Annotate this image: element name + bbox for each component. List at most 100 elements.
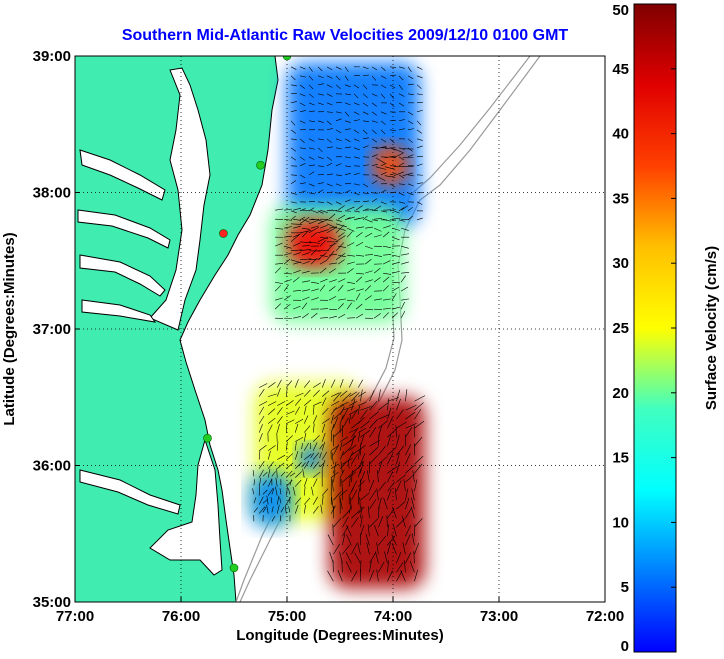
current-vector (414, 455, 424, 465)
current-vector (290, 75, 296, 81)
current-vector (326, 128, 333, 131)
sound-river (79, 469, 181, 515)
current-vector (371, 180, 378, 185)
current-vector (302, 289, 311, 292)
current-vector (321, 397, 327, 406)
current-vector (312, 442, 318, 451)
current-vector (365, 308, 374, 311)
current-vector (369, 570, 375, 582)
current-vector (344, 172, 351, 176)
current-vector (371, 93, 378, 97)
current-vector (362, 192, 369, 194)
current-vector (344, 165, 351, 168)
current-vector (290, 180, 297, 185)
current-vector (310, 461, 314, 468)
current-vector (267, 478, 273, 487)
current-vector (299, 216, 310, 225)
current-vector (362, 84, 368, 90)
current-vector (342, 406, 354, 411)
current-vector (362, 200, 369, 203)
current-vector (284, 504, 287, 514)
current-vector (308, 110, 315, 113)
current-vector (405, 427, 413, 438)
current-vector (416, 75, 423, 79)
x-tick-label: 76:00 (162, 608, 200, 625)
current-vector (344, 190, 351, 194)
current-vector (275, 486, 278, 496)
current-vector (321, 407, 329, 415)
current-vector (326, 250, 335, 260)
current-vector (387, 407, 392, 420)
colorbar-tick-label: 10 (612, 514, 629, 531)
current-vector (378, 461, 383, 474)
current-vector (301, 296, 310, 301)
current-vector (389, 102, 395, 108)
current-vector (317, 147, 323, 153)
current-vector (303, 425, 311, 433)
current-vector (293, 218, 302, 221)
current-vector (321, 423, 326, 433)
current-vector (358, 401, 367, 406)
current-vector (301, 302, 308, 310)
current-vector (362, 102, 369, 107)
current-vector (369, 411, 379, 420)
current-vector (347, 288, 355, 292)
current-vector (322, 390, 330, 397)
current-vector (320, 504, 323, 514)
current-vector (369, 490, 377, 501)
current-vector (304, 399, 312, 406)
current-vector (303, 497, 311, 505)
radar-site-active (229, 563, 239, 573)
current-vector (340, 390, 348, 397)
current-vector (293, 225, 301, 229)
current-vector (377, 470, 379, 483)
current-vector (357, 468, 362, 478)
current-vector (283, 279, 292, 283)
chart-title: Southern Mid-Atlantic Raw Velocities 200… (122, 27, 569, 44)
current-vector (380, 93, 386, 99)
plot-area (75, 56, 605, 602)
current-vector (290, 92, 297, 95)
current-vector (299, 258, 312, 261)
current-vector (359, 497, 361, 510)
current-vector (344, 75, 349, 81)
current-vector (283, 303, 291, 310)
current-vector (414, 479, 418, 492)
current-vector (337, 259, 345, 265)
current-vector (380, 120, 386, 125)
current-vector (362, 66, 369, 70)
current-vector (310, 312, 318, 319)
current-vector (308, 147, 315, 150)
current-vector (349, 391, 357, 397)
current-vector (387, 481, 396, 492)
current-vector (258, 469, 264, 478)
current-vector (375, 175, 386, 181)
radar-site-inactive (219, 229, 228, 238)
current-vector (342, 516, 349, 528)
current-vector (357, 379, 363, 388)
current-vector (283, 284, 289, 292)
current-vector (374, 218, 383, 220)
current-vector (413, 551, 415, 564)
current-vector (276, 495, 280, 505)
current-vector (259, 445, 267, 451)
current-vector (378, 516, 384, 528)
current-vector (396, 434, 400, 447)
current-vector (342, 473, 352, 483)
current-vector (319, 240, 326, 247)
current-vector (378, 506, 380, 519)
current-vector (326, 183, 333, 187)
current-vector (283, 295, 291, 301)
current-vector (326, 138, 332, 143)
current-vector (329, 262, 338, 265)
current-vector (391, 286, 400, 292)
current-vector (407, 174, 414, 177)
current-vector (332, 524, 334, 537)
current-vector (299, 156, 306, 161)
current-vector (387, 447, 397, 456)
current-vector (258, 477, 262, 487)
current-vector (335, 118, 342, 122)
velocity-patch-central-hotspot (287, 219, 340, 268)
x-tick-label: 77:00 (56, 608, 94, 625)
current-vector (355, 303, 363, 310)
